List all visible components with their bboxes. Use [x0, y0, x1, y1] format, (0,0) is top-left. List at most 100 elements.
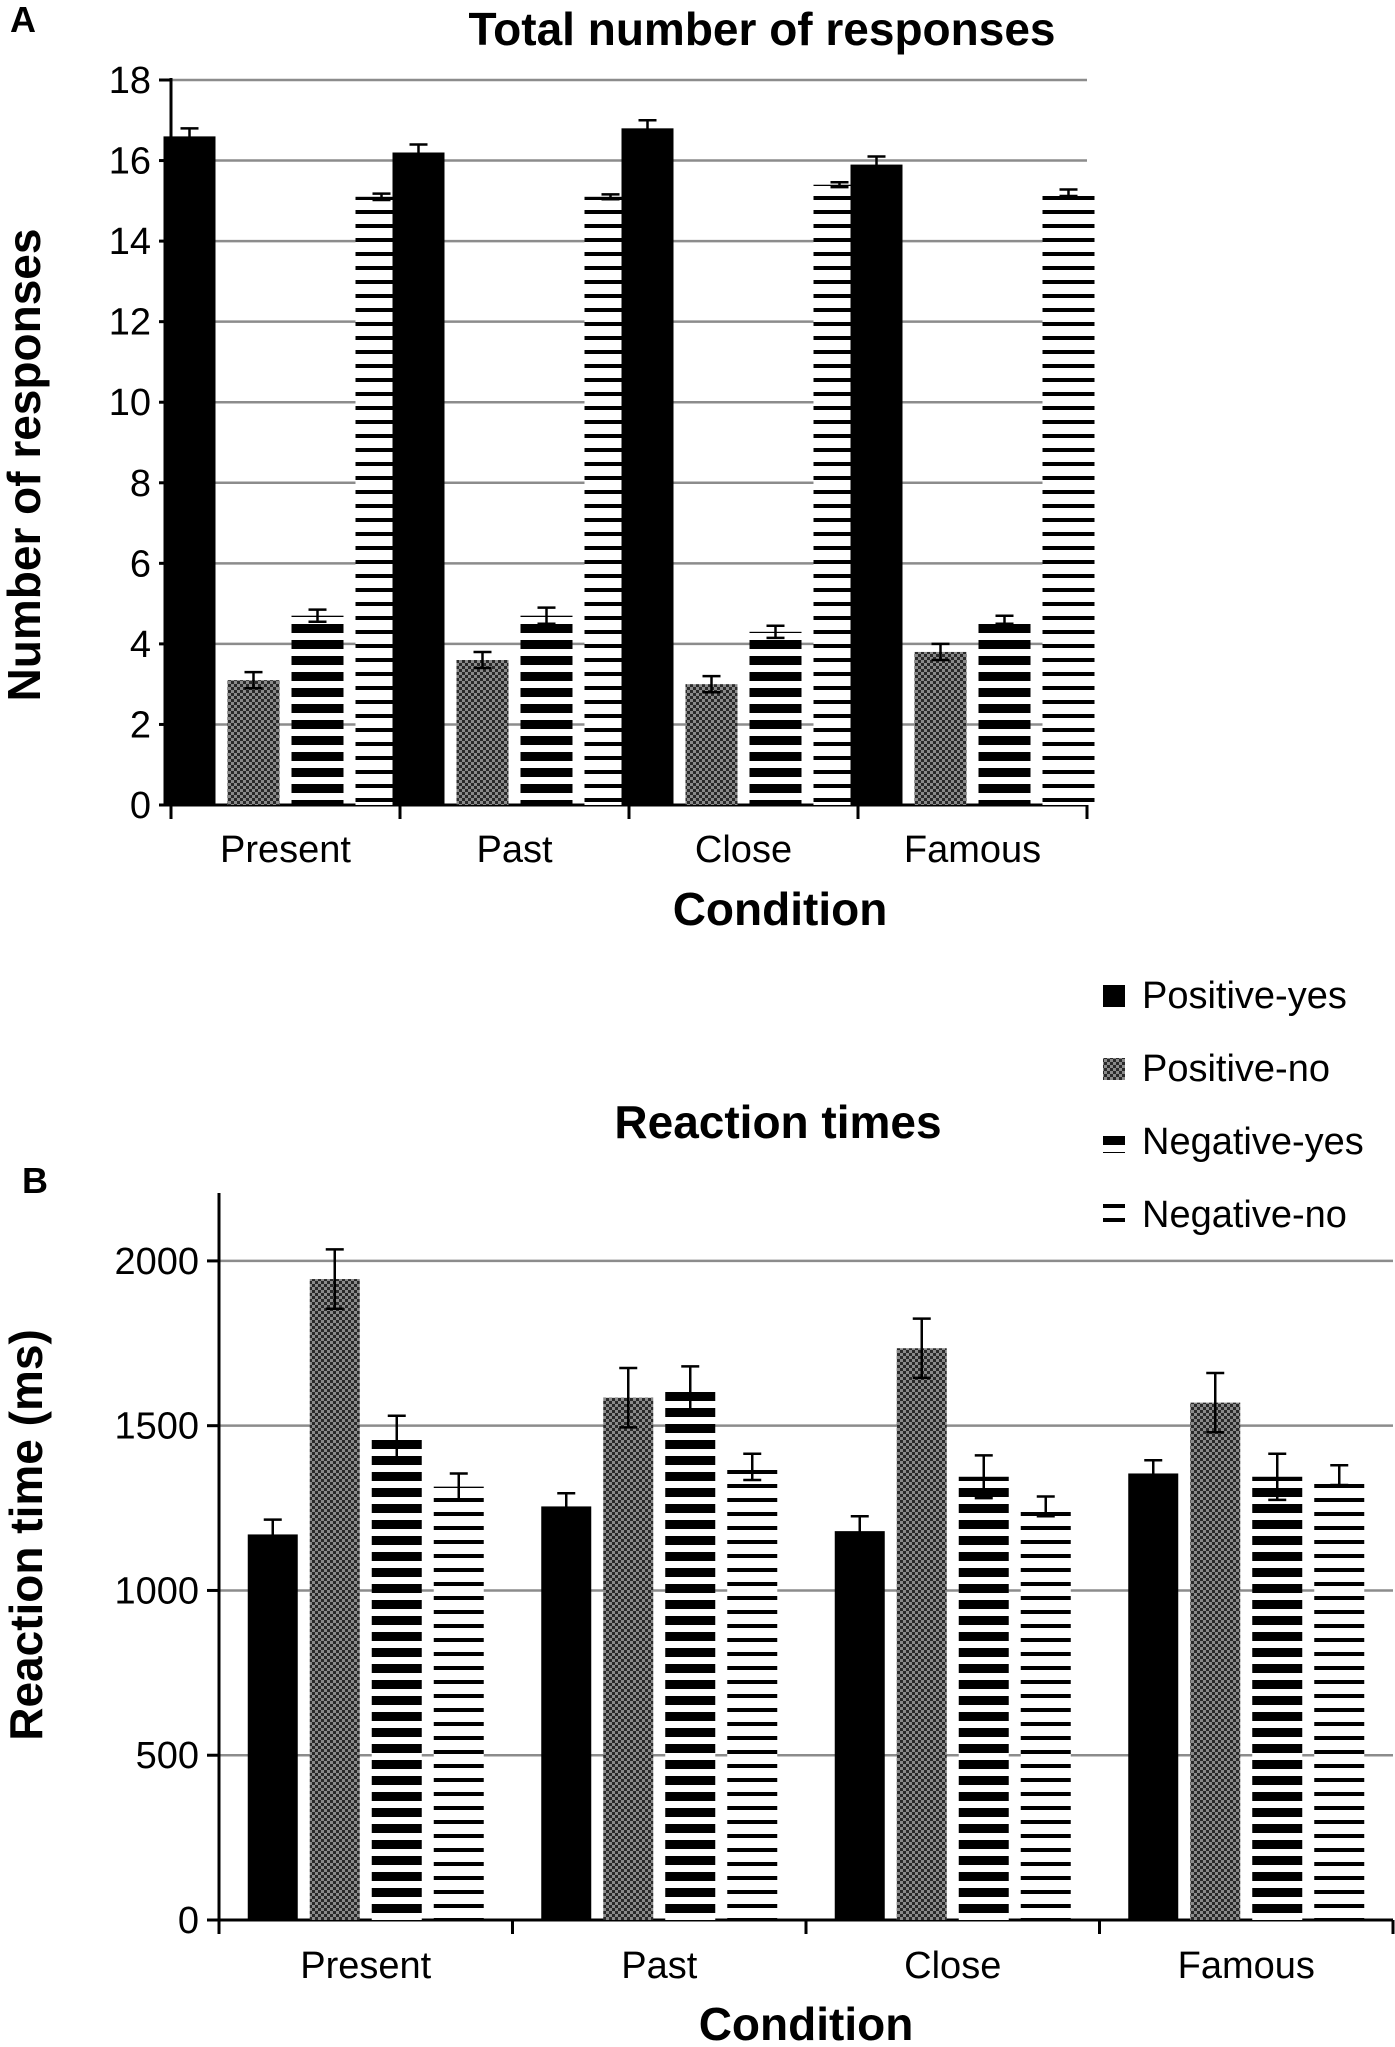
y-tick-label: 10 — [109, 382, 151, 424]
bar-negative-yes-present — [291, 615, 344, 805]
error-bar-positive-no-present — [325, 1248, 344, 1310]
x-tick-label: Famous — [904, 829, 1041, 871]
bar-positive-yes-famous — [850, 164, 903, 806]
legend-label-negative-no: Negative-no — [1142, 1194, 1347, 1236]
x-tick-label: Past — [621, 1945, 697, 1987]
chart-b-ylabel: Reaction time (ms) — [0, 1329, 52, 1741]
chart-a-title: Total number of responses — [468, 3, 1055, 55]
bar-positive-no-past — [603, 1397, 654, 1920]
chart-a-plot: 0 2 4 6 8 10 12 14 16 18 Present Past Close Famous — [109, 60, 1095, 871]
error-bar-negative-no-close — [1036, 1495, 1055, 1518]
y-tick-label: 0 — [130, 785, 151, 827]
error-bar-negative-no-famous — [1059, 188, 1078, 198]
bar-negative-no-famous — [1042, 192, 1095, 805]
error-bar-negative-yes-present — [387, 1414, 406, 1460]
legend-item-positive-yes: Positive-yes — [1103, 975, 1347, 1017]
error-bar-positive-no-present — [244, 670, 263, 690]
error-bar-negative-no-present — [372, 192, 391, 202]
y-tick-label: 12 — [109, 302, 151, 344]
legend-item-negative-yes: Negative-yes — [1103, 1121, 1364, 1163]
bar-negative-yes-famous — [978, 619, 1031, 805]
bar-positive-no-present — [309, 1279, 360, 1920]
bar-negative-no-close — [1020, 1506, 1071, 1920]
error-bar-negative-yes-famous — [995, 614, 1014, 625]
error-bar-positive-yes-close — [850, 1515, 869, 1548]
y-tick-label: 18 — [109, 60, 151, 102]
legend-item-negative-no: Negative-no — [1103, 1194, 1347, 1236]
bar-negative-yes-close — [958, 1476, 1009, 1920]
bar-positive-yes-past — [392, 152, 445, 805]
y-tick-label: 1000 — [114, 1570, 199, 1612]
error-bar-negative-yes-close — [766, 624, 785, 640]
chart-b-title: Reaction times — [614, 1096, 941, 1148]
legend-swatch-positive-no — [1103, 1058, 1125, 1080]
error-bar-positive-yes-past — [557, 1491, 576, 1521]
bar-positive-no-famous — [914, 651, 967, 805]
x-tick-label: Close — [904, 1945, 1001, 1987]
x-tick-label: Past — [476, 829, 552, 871]
legend-item-positive-no: Positive-no — [1103, 1048, 1330, 1090]
y-tick-label: 14 — [109, 221, 151, 263]
bar-negative-yes-present — [371, 1437, 422, 1920]
error-bar-negative-yes-present — [308, 608, 327, 623]
y-tick-label: 0 — [178, 1900, 199, 1942]
bar-positive-yes-close — [621, 128, 674, 806]
error-bar-positive-yes-famous — [867, 155, 886, 174]
error-bar-positive-no-past — [473, 650, 492, 670]
error-bar-negative-yes-past — [537, 606, 556, 625]
bar-positive-yes-present — [247, 1534, 298, 1920]
error-bar-positive-no-famous — [1206, 1371, 1225, 1434]
error-bar-positive-yes-famous — [1144, 1459, 1163, 1488]
error-bar-negative-yes-close — [974, 1454, 993, 1500]
error-bar-positive-no-famous — [931, 642, 950, 662]
error-bar-positive-yes-close — [638, 119, 657, 138]
y-tick-label: 1500 — [114, 1406, 199, 1448]
error-bar-negative-yes-famous — [1268, 1452, 1287, 1502]
bar-positive-no-past — [456, 660, 509, 805]
y-tick-label: 6 — [130, 543, 151, 585]
legend-label-positive-yes: Positive-yes — [1142, 975, 1347, 1017]
chart-a-xlabel: Condition — [673, 883, 888, 935]
error-bar-positive-no-close — [912, 1317, 931, 1380]
error-bar-positive-no-close — [702, 674, 721, 694]
bar-positive-yes-famous — [1128, 1473, 1179, 1920]
legend-label-negative-yes: Negative-yes — [1142, 1121, 1364, 1163]
error-bar-negative-no-past — [743, 1452, 762, 1482]
panel-a-label: A — [10, 0, 36, 40]
bar-negative-no-past — [727, 1466, 778, 1920]
legend-swatch-negative-yes — [1103, 1131, 1125, 1153]
bar-positive-yes-present — [163, 136, 216, 805]
bar-negative-no-famous — [1314, 1475, 1365, 1920]
y-tick-label: 8 — [130, 463, 151, 505]
bar-positive-yes-close — [834, 1531, 885, 1920]
y-tick-label: 2000 — [114, 1241, 199, 1283]
x-tick-label: Present — [300, 1945, 431, 1987]
chart-a-ylabel: Number of responses — [0, 229, 50, 702]
panel-b-label: B — [22, 1160, 48, 1201]
legend-swatch-positive-yes — [1103, 985, 1125, 1007]
legend: Positive-yes Positive-no Negative-yes Ne… — [1103, 975, 1364, 1236]
x-tick-label: Close — [695, 829, 792, 871]
bar-positive-no-present — [227, 680, 280, 805]
error-bar-negative-yes-past — [681, 1365, 700, 1411]
chart-b-xlabel: Condition — [699, 1998, 914, 2047]
y-tick-label: 16 — [109, 141, 151, 183]
y-tick-label: 2 — [130, 704, 151, 746]
bar-positive-no-close — [896, 1348, 947, 1920]
bar-positive-no-close — [685, 684, 738, 805]
error-bar-positive-yes-present — [263, 1518, 282, 1551]
bar-negative-no-present — [433, 1486, 484, 1920]
error-bar-negative-no-close — [830, 181, 849, 189]
error-bar-positive-no-past — [619, 1366, 638, 1429]
bar-negative-yes-close — [749, 631, 802, 805]
bar-positive-no-famous — [1190, 1402, 1241, 1920]
chart-b-plot: 0 500 1000 1500 2000 Present Past Close Famous — [114, 1193, 1395, 1987]
legend-label-positive-no: Positive-no — [1142, 1048, 1330, 1090]
error-bar-positive-yes-present — [180, 127, 199, 146]
y-tick-label: 4 — [130, 624, 151, 666]
bar-positive-yes-past — [541, 1506, 592, 1920]
bar-negative-yes-famous — [1252, 1476, 1303, 1920]
error-bar-negative-no-past — [601, 193, 620, 201]
bar-negative-yes-past — [665, 1387, 716, 1920]
